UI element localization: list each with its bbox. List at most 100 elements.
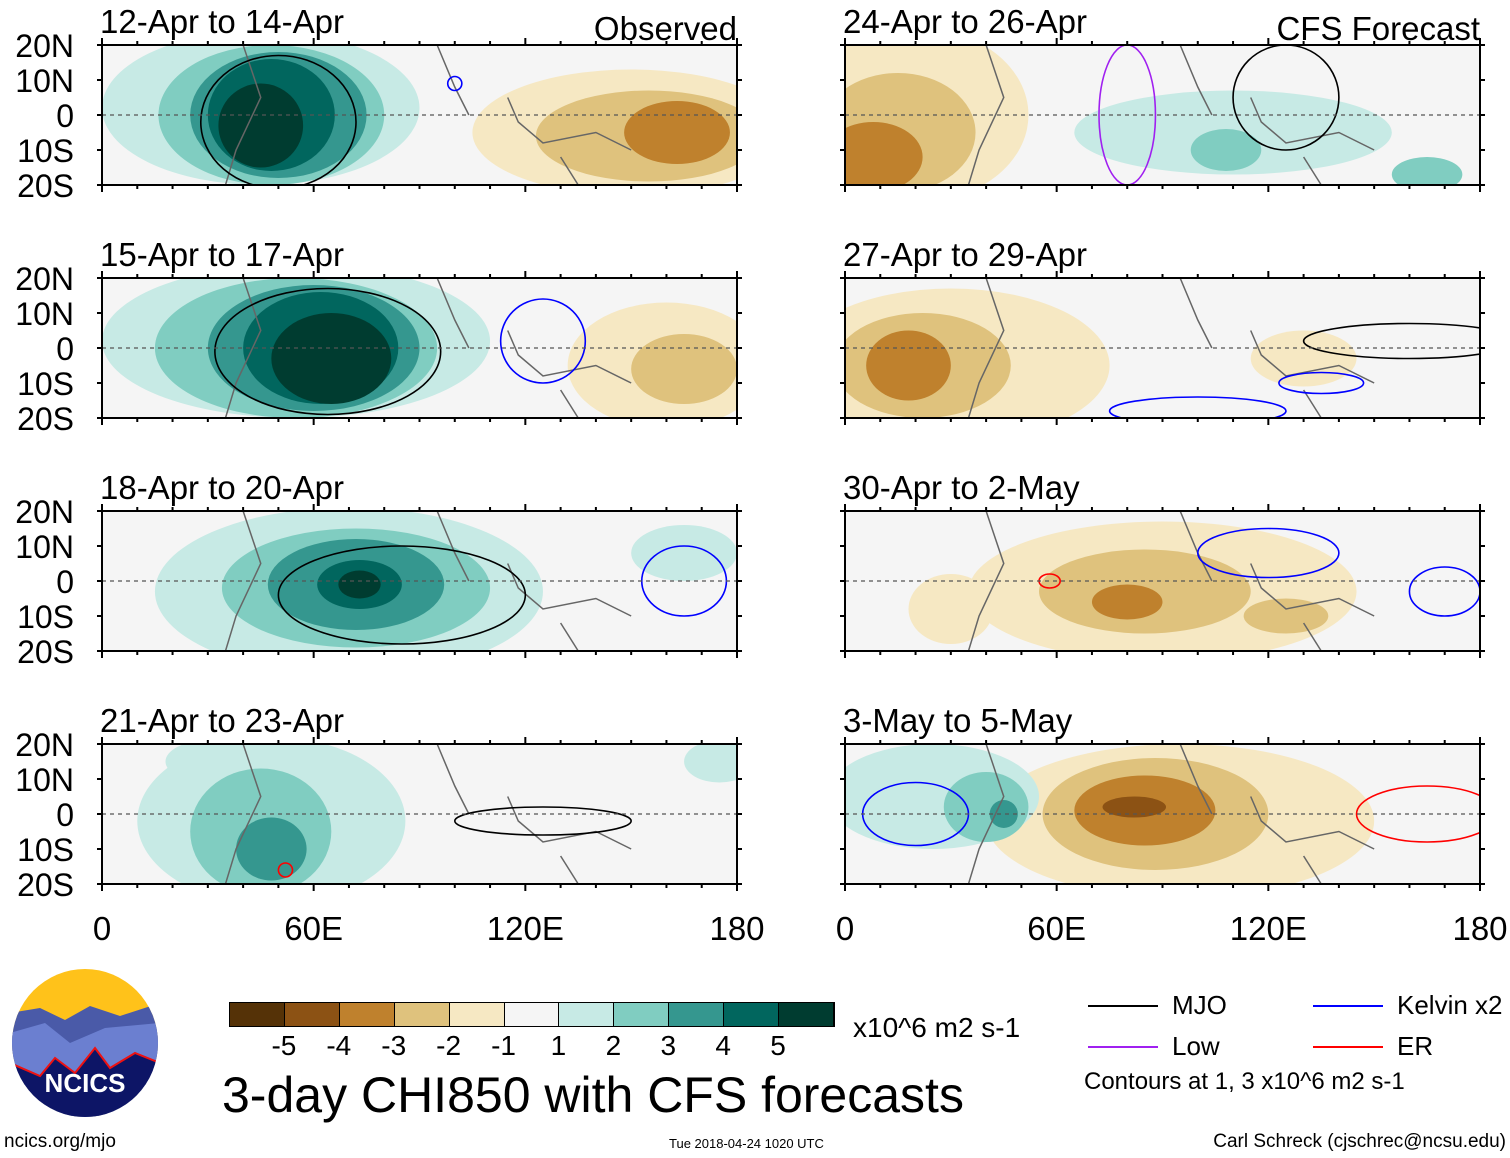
anomaly-region — [218, 83, 304, 168]
colorbar — [229, 1002, 835, 1027]
lat-tick-label: 20S — [17, 401, 74, 437]
kelvin-contour — [1408, 566, 1480, 617]
panel-title: 12-Apr to 14-Apr — [100, 3, 344, 40]
legend-label: Low — [1172, 1031, 1220, 1061]
lat-tick-label: 10S — [17, 366, 74, 402]
coastline — [559, 156, 579, 185]
low-contour — [1098, 45, 1157, 185]
anomaly-region — [908, 574, 994, 644]
lat-tick-label: 0 — [56, 564, 74, 600]
colorbar-swatch — [669, 1003, 725, 1026]
lat-tick-label: 20N — [15, 727, 74, 763]
legend-item: Kelvin x2 — [1313, 990, 1503, 1021]
panel-title: 15-Apr to 17-Apr — [100, 236, 344, 273]
anomaly-region — [271, 313, 392, 404]
coastline — [507, 330, 632, 384]
panel-title: 3-May to 5-May — [843, 702, 1073, 739]
map-field — [845, 278, 1480, 418]
map-panel: 27-Apr to 29-Apr — [840, 236, 1485, 425]
coastline — [436, 278, 470, 349]
mjo-contour — [453, 806, 632, 836]
colorbar-swatch — [724, 1003, 780, 1026]
kelvin-contour — [446, 75, 463, 92]
mjo-contour — [214, 287, 442, 416]
coastline — [1302, 156, 1322, 185]
colorbar-swatch — [779, 1003, 834, 1026]
kelvin-contour — [1196, 527, 1340, 579]
map-field — [102, 45, 737, 185]
lat-tick-label: 10N — [15, 63, 74, 99]
map-field — [908, 511, 1480, 651]
er-contour — [1355, 785, 1480, 843]
er-contour — [277, 862, 294, 878]
colorbar-label: 1 — [550, 1030, 567, 1061]
mjo-contour — [200, 54, 357, 185]
lon-tick-label: 180 — [709, 910, 764, 947]
colorbar-label: 3 — [660, 1030, 677, 1061]
lat-tick-label: 10N — [15, 296, 74, 332]
colorbar-label: 2 — [605, 1030, 622, 1061]
coastline — [1179, 278, 1213, 349]
coastline — [507, 796, 632, 850]
lat-tick-label: 10S — [17, 133, 74, 169]
legend-label: ER — [1397, 1031, 1434, 1061]
lat-tick-label: 0 — [56, 98, 74, 134]
map-panel: 30-Apr to 2-May — [840, 469, 1485, 658]
anomaly-region — [1243, 598, 1329, 634]
lat-tick-label: 10N — [15, 529, 74, 565]
coastline — [1250, 330, 1375, 384]
colorbar-label: -2 — [436, 1030, 462, 1061]
lon-tick-label: 60E — [1027, 910, 1086, 947]
colorbar-swatch — [394, 1003, 450, 1026]
colorbar-label: -4 — [326, 1030, 352, 1061]
lat-tick-label: 20S — [17, 634, 74, 670]
anomaly-region — [631, 525, 737, 581]
mjo-contour — [1302, 322, 1480, 360]
colorbar-swatch — [504, 1003, 560, 1026]
ncics-logo: NCICS — [12, 969, 158, 1117]
figure-title: 3-day CHI850 with CFS forecasts — [222, 1067, 964, 1123]
anomaly-region — [866, 330, 951, 401]
colorbar-label: -1 — [491, 1030, 516, 1061]
anomaly-region — [1102, 796, 1167, 818]
coastline — [436, 45, 470, 116]
coastline — [967, 744, 1005, 884]
anomaly-region — [845, 122, 923, 185]
mjo-contour — [1232, 45, 1340, 151]
legend-label: MJO — [1172, 990, 1227, 1020]
anomaly-region — [1190, 129, 1262, 171]
lon-tick-label: 0 — [836, 910, 854, 947]
legend-line — [1088, 1004, 1158, 1007]
anomaly-region — [631, 334, 737, 404]
lat-tick-label: 10S — [17, 832, 74, 868]
coastline — [1302, 855, 1322, 884]
lat-tick-label: 20S — [17, 168, 74, 204]
anomaly-region — [1391, 157, 1463, 185]
logo-text: NCICS — [45, 1068, 126, 1098]
column-header: Observed — [594, 10, 737, 47]
lon-tick-label: 120E — [487, 910, 564, 947]
coastline — [1250, 563, 1375, 617]
footer-author: Carl Schreck (cjschrec@ncsu.edu) — [1213, 1131, 1506, 1152]
map-panel: 3-May to 5-May 0 60E 120E 180 — [836, 702, 1508, 947]
map-field — [845, 744, 1480, 884]
coastline — [224, 45, 262, 185]
footer-url[interactable]: ncics.org/mjo — [4, 1131, 116, 1152]
footer-timestamp: Tue 2018-04-24 1020 UTC — [669, 1136, 824, 1151]
coastline — [967, 278, 1005, 418]
coastline — [224, 744, 262, 884]
panel-title: 21-Apr to 23-Apr — [100, 702, 344, 739]
map-field — [154, 511, 737, 651]
lon-tick-label: 120E — [1230, 910, 1307, 947]
lat-tick-label: 10S — [17, 599, 74, 635]
coastline — [1250, 97, 1375, 151]
coastline — [507, 97, 632, 151]
panel-title: 30-Apr to 2-May — [843, 469, 1080, 506]
colorbar-label: 4 — [715, 1030, 731, 1061]
panel-title: 27-Apr to 29-Apr — [843, 236, 1087, 273]
coastline — [1179, 45, 1213, 116]
